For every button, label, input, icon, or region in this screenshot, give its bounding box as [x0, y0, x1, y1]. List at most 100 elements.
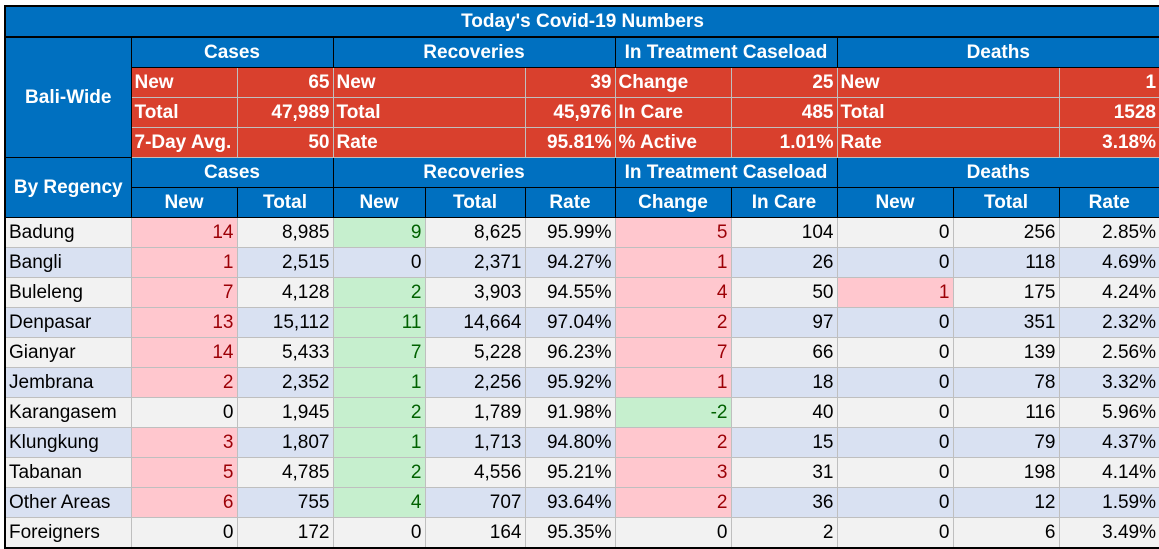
regency-name: Bangli: [4, 247, 132, 278]
bali-wide-stat-label: Total: [836, 97, 1060, 128]
table-cell: 2: [332, 277, 426, 308]
column-header: Change: [614, 187, 732, 218]
table-cell: 164: [424, 517, 526, 549]
table-cell: 1: [614, 247, 732, 278]
table-row: Bangli 1 2,515 0 2,371 94.27% 1 26 0 118 4.69%: [4, 247, 1159, 278]
table-cell: 31: [730, 457, 838, 488]
table-cell: 1,789: [424, 397, 526, 428]
bali-wide-stat-label: 7-Day Avg.: [130, 127, 238, 158]
regency-name: Other Areas: [4, 487, 132, 518]
table-cell: 96.23%: [524, 337, 616, 368]
table-cell: 26: [730, 247, 838, 278]
column-header: New: [836, 187, 954, 218]
table-cell: 0: [130, 397, 238, 428]
table-cell: -2: [614, 397, 732, 428]
table-cell: 2: [730, 517, 838, 549]
table-cell: 0: [836, 367, 954, 398]
table-cell: 95.21%: [524, 457, 616, 488]
table-cell: 4.14%: [1058, 457, 1159, 488]
bali-wide-stat-value: 1528: [1058, 97, 1159, 128]
table-cell: 5: [130, 457, 238, 488]
regency-name: Gianyar: [4, 337, 132, 368]
table-cell: 7: [130, 277, 238, 308]
title-row: Today's Covid-19 Numbers: [3, 5, 1159, 38]
table-cell: 2: [332, 457, 426, 488]
column-header: Total: [424, 187, 526, 218]
bali-wide-stat-value: 45,976: [524, 97, 616, 128]
table-cell: 13: [130, 307, 238, 338]
table-cell: 256: [952, 217, 1060, 248]
table-cell: 0: [836, 337, 954, 368]
regency-name: Jembrana: [4, 367, 132, 398]
table-cell: 4.24%: [1058, 277, 1159, 308]
table-row: Badung 14 8,985 9 8,625 95.99% 5 104 0 256 2.85%: [4, 217, 1159, 248]
table-cell: 79: [952, 427, 1060, 458]
covid-summary-sheet: Today's Covid-19 Numbers Bali-Wide Cases Re…: [3, 5, 1159, 549]
table-row: Foreigners 0 172 0 164 95.35% 0 2 0 6 3.49%: [4, 517, 1159, 549]
table-cell: 3: [130, 427, 238, 458]
bali-wide-group-header: In Treatment Caseload: [614, 36, 838, 68]
bali-wide-stat-label: Rate: [332, 127, 526, 158]
table-row: Karangasem 0 1,945 2 1,789 91.98% -2 40 0 116 5.96…: [4, 397, 1159, 428]
table-cell: 0: [836, 457, 954, 488]
table-cell: 2,515: [236, 247, 334, 278]
bali-wide-stat-value: 485: [730, 97, 838, 128]
bali-wide-stat-label: Total: [130, 97, 238, 128]
bali-wide-row: Total 47,989 Total 45,976 In Care 485 Total 152…: [5, 97, 1159, 128]
bali-wide-stat-value: 3.18%: [1058, 127, 1159, 158]
table-cell: 5,228: [424, 337, 526, 368]
table-cell: 6: [130, 487, 238, 518]
table-cell: 2,256: [424, 367, 526, 398]
table-cell: 175: [952, 277, 1060, 308]
table-cell: 40: [730, 397, 838, 428]
table-cell: 94.55%: [524, 277, 616, 308]
table-cell: 97.04%: [524, 307, 616, 338]
bali-wide-stat-label: New: [836, 67, 1060, 98]
table-cell: 95.92%: [524, 367, 616, 398]
table-cell: 1: [332, 367, 426, 398]
regency-name: Buleleng: [4, 277, 132, 308]
table-cell: 12: [952, 487, 1060, 518]
table-cell: 2: [614, 487, 732, 518]
table-cell: 1,945: [236, 397, 334, 428]
bali-wide-stat-label: In Care: [614, 97, 732, 128]
regency-name: Karangasem: [4, 397, 132, 428]
column-header: New: [332, 187, 426, 218]
table-cell: 1: [332, 427, 426, 458]
table-cell: 18: [730, 367, 838, 398]
table-cell: 94.27%: [524, 247, 616, 278]
column-header: Total: [952, 187, 1060, 218]
table-cell: 15: [730, 427, 838, 458]
table-cell: 351: [952, 307, 1060, 338]
table-cell: 5.96%: [1058, 397, 1159, 428]
table-cell: 172: [236, 517, 334, 549]
table-cell: 5,433: [236, 337, 334, 368]
column-header: In Care: [730, 187, 838, 218]
table-cell: 0: [836, 307, 954, 338]
regency-name: Denpasar: [4, 307, 132, 338]
table-cell: 7: [614, 337, 732, 368]
bali-wide-stat-value: 95.81%: [524, 127, 616, 158]
table-cell: 4,785: [236, 457, 334, 488]
table-cell: 0: [836, 217, 954, 248]
table-cell: 94.80%: [524, 427, 616, 458]
table-cell: 91.98%: [524, 397, 616, 428]
table-cell: 0: [836, 427, 954, 458]
table-cell: 0: [836, 247, 954, 278]
table-cell: 4: [614, 277, 732, 308]
column-header: New: [130, 187, 238, 218]
table-cell: 755: [236, 487, 334, 518]
table-cell: 1: [836, 277, 954, 308]
bali-wide-stat-value: 50: [236, 127, 334, 158]
table-cell: 36: [730, 487, 838, 518]
bali-wide-row: New 65 New 39 Change 25 New 1: [5, 67, 1159, 98]
bali-wide-stat-label: % Active: [614, 127, 732, 158]
table-row: Klungkung 3 1,807 1 1,713 94.80% 2 15 0 79 4.37%: [4, 427, 1159, 458]
table-cell: 4.69%: [1058, 247, 1159, 278]
table-cell: 139: [952, 337, 1060, 368]
table-cell: 6: [952, 517, 1060, 549]
regency-column-header-row: New Total New Total Rate Change In Care New Tota…: [5, 187, 1159, 218]
table-cell: 2.56%: [1058, 337, 1159, 368]
table-cell: 1: [130, 247, 238, 278]
table-cell: 8,625: [424, 217, 526, 248]
